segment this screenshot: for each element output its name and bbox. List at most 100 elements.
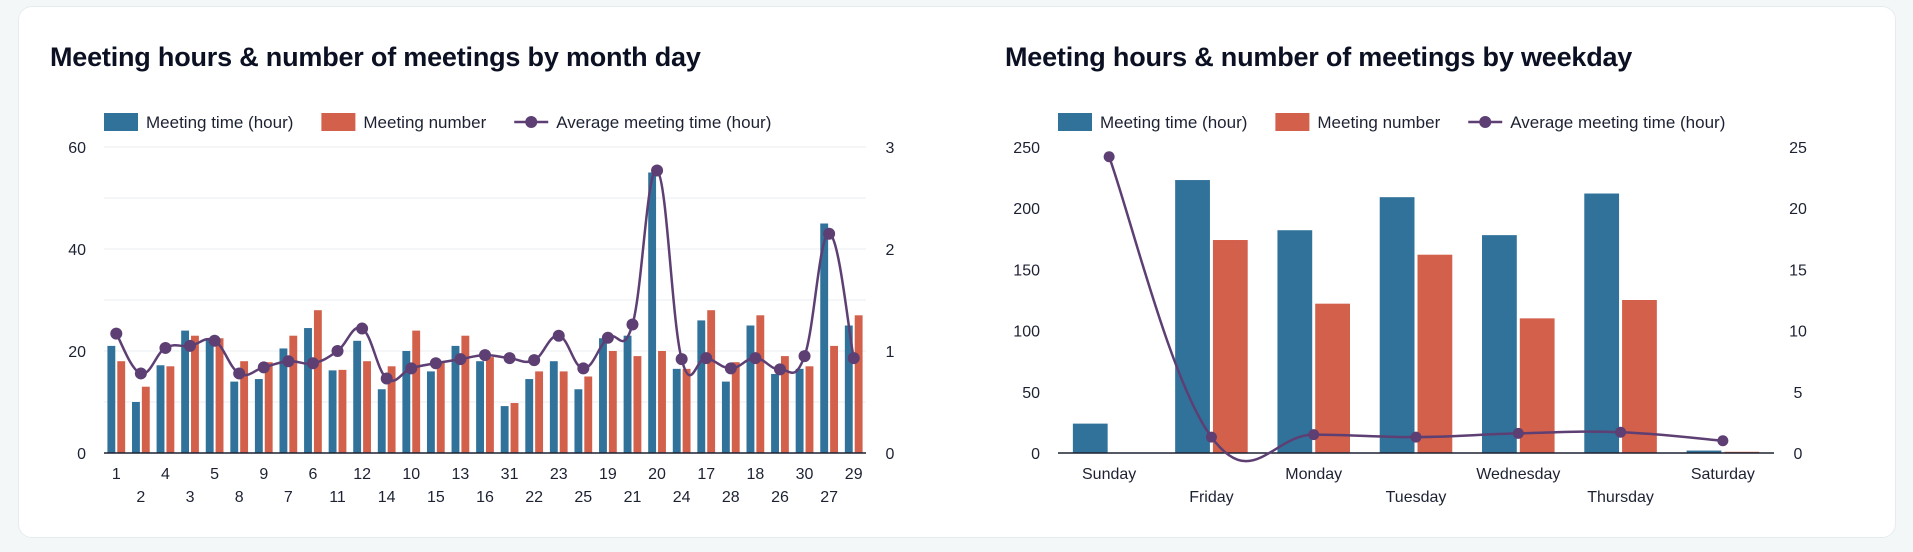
legend-swatch-1 bbox=[1275, 113, 1310, 131]
line-point bbox=[331, 345, 344, 357]
bar bbox=[338, 369, 347, 453]
line-point bbox=[749, 352, 762, 365]
line-point bbox=[1308, 429, 1320, 441]
bar bbox=[387, 366, 396, 453]
x-tick-label: 5 bbox=[210, 466, 219, 483]
bar bbox=[1175, 180, 1210, 454]
x-tick-label: 27 bbox=[820, 489, 838, 506]
x-tick-label: Saturday bbox=[1691, 466, 1755, 483]
x-tick-label: 25 bbox=[574, 489, 592, 506]
bar bbox=[510, 403, 519, 453]
y-tick-left: 150 bbox=[1013, 262, 1040, 279]
bar bbox=[205, 338, 214, 453]
x-tick-label: 20 bbox=[648, 466, 666, 483]
line-point bbox=[159, 341, 172, 354]
bar bbox=[1482, 235, 1517, 453]
bar bbox=[476, 361, 484, 453]
x-tick-label: 10 bbox=[402, 466, 420, 483]
bar bbox=[264, 362, 273, 453]
legend-marker bbox=[1479, 116, 1492, 128]
legend-label-0: Meeting time (hour) bbox=[146, 113, 293, 132]
y-tick-left: 100 bbox=[1013, 324, 1040, 341]
x-tick-label: 31 bbox=[501, 466, 519, 483]
bar bbox=[731, 362, 740, 453]
bar bbox=[1519, 318, 1555, 453]
line-point bbox=[1103, 151, 1115, 163]
bar bbox=[500, 406, 509, 453]
y-tick-right: 0 bbox=[886, 446, 895, 463]
legend-label-1: Meeting number bbox=[363, 113, 486, 132]
y-tick-left: 0 bbox=[1031, 446, 1040, 463]
bar bbox=[191, 335, 199, 453]
bar bbox=[574, 389, 583, 453]
line-point bbox=[356, 322, 369, 335]
line-point bbox=[454, 353, 467, 366]
y-tick-left: 200 bbox=[1013, 201, 1040, 218]
x-tick-label: 19 bbox=[599, 466, 617, 483]
bar bbox=[844, 325, 853, 453]
bar bbox=[682, 368, 691, 453]
y-tick-right: 25 bbox=[1789, 140, 1807, 157]
x-tick-label: 30 bbox=[796, 466, 814, 483]
bar bbox=[658, 351, 666, 453]
legend-label-2: Average meeting time (hour) bbox=[556, 113, 771, 132]
y-tick-right: 0 bbox=[1794, 446, 1803, 463]
bar bbox=[820, 223, 829, 453]
line-point bbox=[823, 227, 836, 240]
line-point bbox=[110, 327, 123, 340]
line-point bbox=[503, 352, 516, 365]
bar bbox=[313, 310, 322, 453]
bar bbox=[623, 335, 632, 453]
legend-label-0: Meeting time (hour) bbox=[1100, 113, 1247, 132]
legend-swatch-0 bbox=[1058, 113, 1092, 131]
bar bbox=[648, 172, 657, 453]
y-tick-left: 40 bbox=[68, 242, 86, 259]
bar bbox=[830, 345, 838, 453]
bar bbox=[107, 345, 116, 453]
bar bbox=[279, 348, 288, 453]
x-tick-label: 15 bbox=[427, 489, 445, 506]
bar bbox=[289, 335, 298, 453]
line-point bbox=[847, 352, 860, 365]
y-tick-right: 2 bbox=[886, 242, 895, 259]
legend: Meeting time (hour) Meeting number Average… bbox=[104, 113, 771, 132]
line-point bbox=[479, 349, 491, 362]
bar bbox=[353, 340, 362, 453]
x-tick-label: 11 bbox=[329, 489, 346, 506]
x-tick-label: Wednesday bbox=[1476, 466, 1560, 483]
legend-label-2: Average meeting time (hour) bbox=[1510, 113, 1725, 132]
x-tick-label: 7 bbox=[284, 489, 293, 506]
x-tick-label: 18 bbox=[746, 466, 764, 483]
y-tick-right: 1 bbox=[886, 344, 895, 361]
bar bbox=[608, 351, 617, 453]
x-tick-label: Sunday bbox=[1082, 466, 1136, 483]
legend-marker bbox=[525, 116, 538, 128]
bar bbox=[426, 371, 435, 453]
bar bbox=[363, 361, 371, 453]
x-tick-label: Monday bbox=[1285, 466, 1342, 483]
bar bbox=[1072, 423, 1108, 453]
bar bbox=[1686, 450, 1722, 453]
bar bbox=[1212, 240, 1248, 453]
x-tick-label: 9 bbox=[259, 466, 268, 483]
bar bbox=[805, 366, 814, 453]
x-tick-label: Friday bbox=[1189, 489, 1233, 506]
line-point bbox=[552, 329, 565, 342]
bar bbox=[1277, 230, 1313, 453]
y-tick-right: 15 bbox=[1789, 262, 1807, 279]
x-tick-label: 28 bbox=[722, 489, 740, 506]
bar bbox=[1315, 303, 1350, 453]
bar bbox=[1417, 254, 1453, 453]
bar bbox=[1584, 193, 1620, 453]
x-tick-label: 24 bbox=[673, 489, 691, 506]
line-point bbox=[208, 334, 221, 347]
bar bbox=[633, 356, 642, 453]
bar bbox=[1379, 197, 1415, 453]
y-tick-right: 5 bbox=[1794, 385, 1803, 402]
line-series bbox=[110, 164, 860, 385]
bar bbox=[707, 310, 716, 453]
bar bbox=[461, 335, 470, 453]
bar bbox=[166, 366, 175, 453]
line-point bbox=[306, 357, 319, 370]
